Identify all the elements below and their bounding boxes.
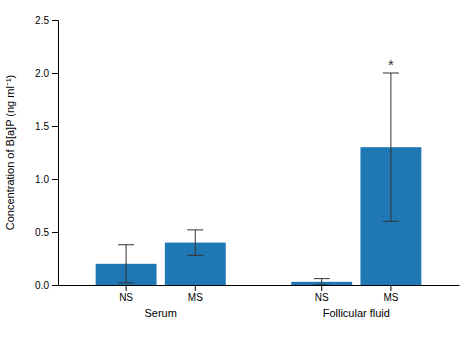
y-tick: 1.5 [35,121,58,132]
error-bar-stem [390,73,391,221]
y-tick: 2.0 [35,68,58,79]
y-tick: 0.5 [35,227,58,238]
x-tick: NS [315,285,329,303]
y-axis: 0.0 0.5 1.0 1.5 2.0 2.5 [35,15,58,291]
chart: 0.0 0.5 1.0 1.5 2.0 2.5 Serum Follicular fluid N… [0,0,474,343]
x-subaxis: NS MS [119,285,203,303]
y-tick-label: 2.0 [35,68,49,79]
error-bar-stem [126,245,127,283]
y-tick-label: 0.5 [35,227,49,238]
y-tick-mark [52,179,58,180]
error-bar-cap [314,278,330,279]
y-tick-mark [52,20,58,21]
plot: 0.0 0.5 1.0 1.5 2.0 2.5 Serum Follicular fluid N… [4,15,460,319]
y-tick-label: 0.0 [35,280,49,291]
y-tick: 2.5 [35,15,58,26]
y-tick-label: 2.5 [35,15,49,26]
error-bar [314,279,330,285]
error-bar-cap [187,255,203,256]
error-bar-cap [383,221,399,222]
y-tick-mark [52,73,58,74]
group-label: Follicular fluid [323,307,390,319]
group-tick: Serum [144,285,176,319]
x-tick: MS [188,285,203,303]
y-tick-mark [52,126,58,127]
y-tick: 1.0 [35,174,58,185]
error-bar-cap [118,244,134,245]
y-axis-line [52,21,59,286]
x-axis-line [59,285,460,286]
x-tick-label: NS [119,292,133,303]
error-bar [383,73,399,221]
x-tick-label: NS [315,292,329,303]
error-bar-stem [321,279,322,285]
error-bar-cap [118,282,134,283]
error-bar-stem [195,230,196,255]
error-bar-cap [314,285,330,286]
x-tick-mark [195,285,196,291]
y-tick-mark [52,285,58,286]
x-tick-mark [321,285,322,291]
y-tick-label: 1.0 [35,174,49,185]
group-label: Serum [144,307,176,319]
x-tick-mark [126,285,127,291]
x-axis: Serum Follicular fluid [59,285,460,319]
x-tick-mark [390,285,391,291]
x-tick: NS [119,285,133,303]
y-tick-label: 1.5 [35,121,49,132]
x-tick-label: MS [383,292,398,303]
error-bar-cap [187,229,203,230]
x-subaxis: NS MS [315,285,399,303]
annotation: * [388,56,394,73]
error-bar [187,230,203,255]
marks [96,73,422,285]
y-tick-mark [52,232,58,233]
x-tick: MS [383,285,398,303]
group-tick: Follicular fluid [323,285,390,319]
x-tick-label: MS [188,292,203,303]
y-axis-title: Concentration of B[a]P (ng ml⁻¹) [4,75,16,230]
error-bar [118,245,134,283]
y-tick: 0.0 [35,280,58,291]
